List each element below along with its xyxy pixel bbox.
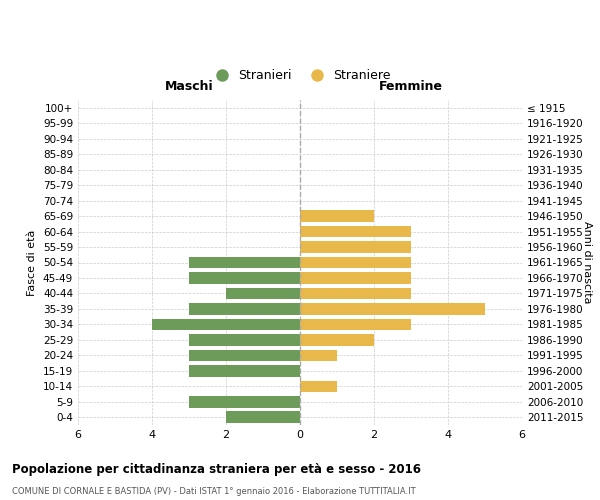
Bar [226,412,300,423]
Bar [300,334,374,345]
Bar [300,272,411,284]
Bar [189,256,300,268]
Text: COMUNE DI CORNALE E BASTIDA (PV) - Dati ISTAT 1° gennaio 2016 - Elaborazione TUT: COMUNE DI CORNALE E BASTIDA (PV) - Dati … [12,488,416,496]
Bar [189,396,300,407]
Legend: Stranieri, Straniere: Stranieri, Straniere [205,64,395,87]
Bar [189,272,300,284]
Y-axis label: Anni di nascita: Anni di nascita [582,221,592,304]
Text: Maschi: Maschi [164,80,214,94]
Bar [300,256,411,268]
Bar [300,380,337,392]
Bar [226,288,300,300]
Bar [300,350,337,361]
Bar [300,210,374,222]
Bar [300,226,411,237]
Bar [189,334,300,345]
Bar [300,241,411,253]
Bar [300,318,411,330]
Bar [189,303,300,314]
Y-axis label: Fasce di età: Fasce di età [28,230,37,296]
Bar [300,288,411,300]
Text: Popolazione per cittadinanza straniera per età e sesso - 2016: Popolazione per cittadinanza straniera p… [12,462,421,475]
Bar [152,318,300,330]
Bar [189,350,300,361]
Text: Femmine: Femmine [379,80,443,94]
Bar [189,365,300,376]
Bar [300,303,485,314]
